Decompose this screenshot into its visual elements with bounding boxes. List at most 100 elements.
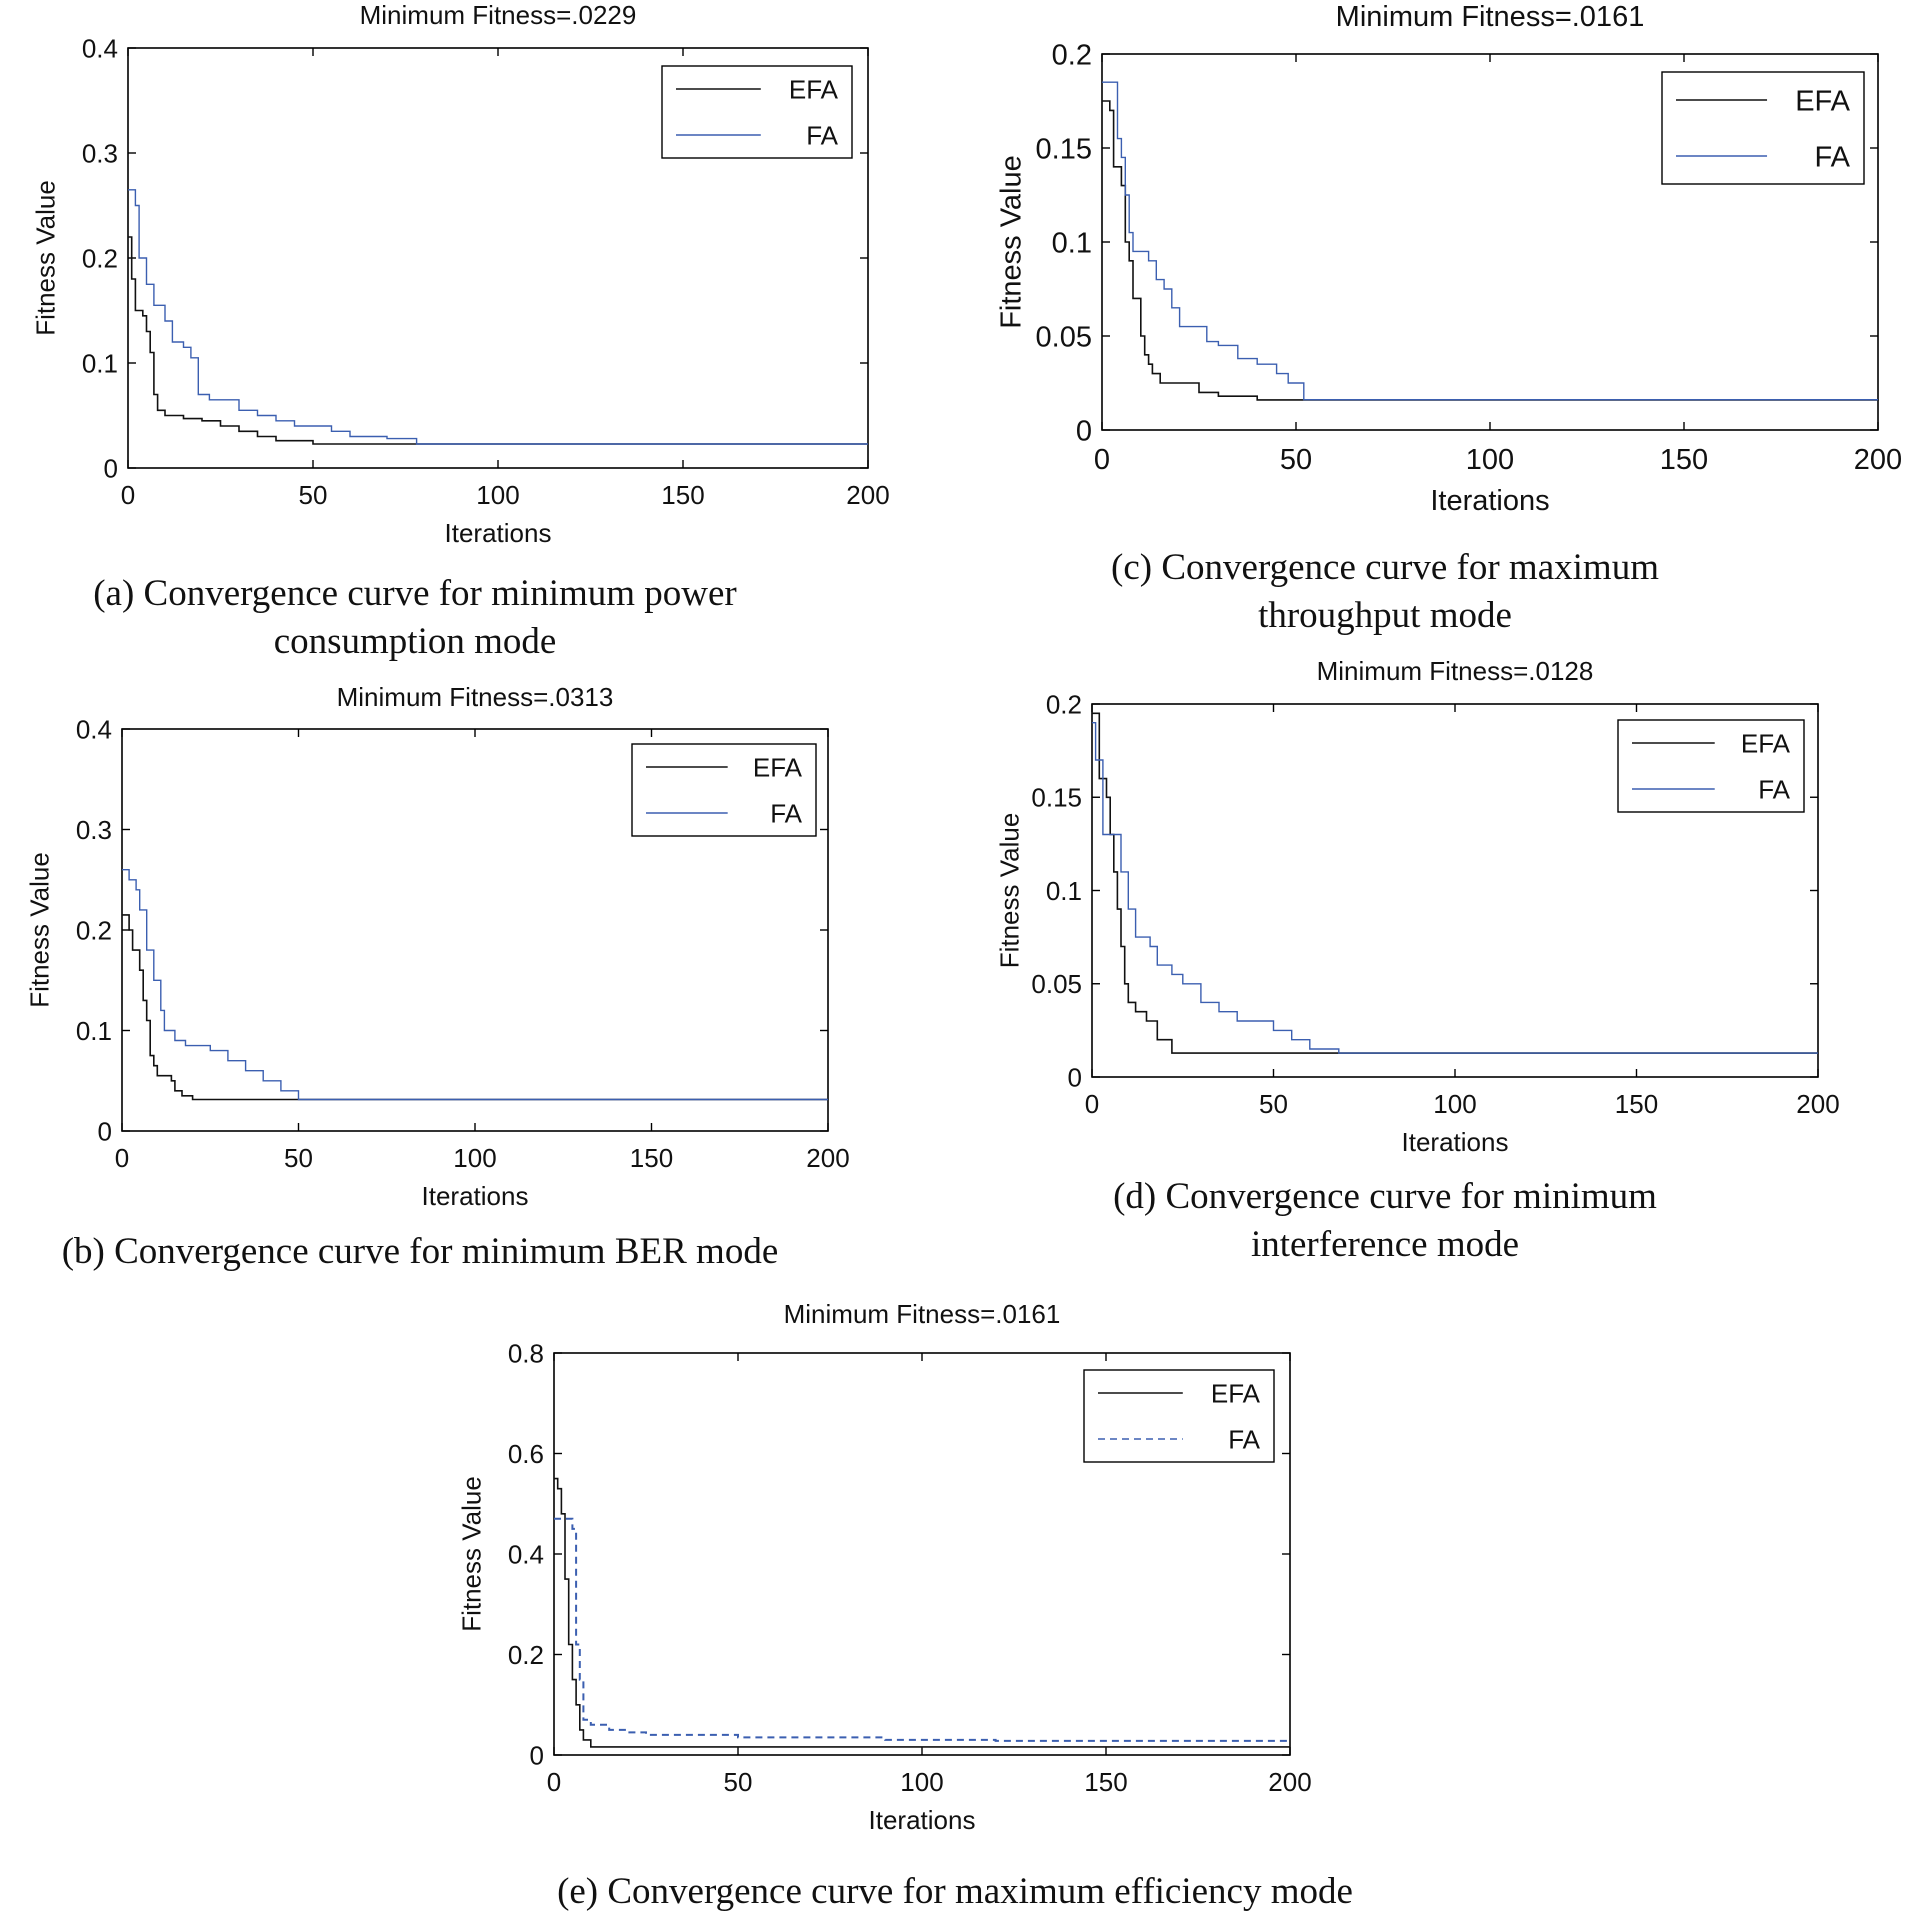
y-tick-label: 0 xyxy=(530,1740,544,1770)
x-tick-label: 0 xyxy=(547,1767,561,1797)
x-tick-label: 50 xyxy=(724,1767,753,1797)
legend-label-fa: FA xyxy=(770,798,802,828)
x-tick-label: 150 xyxy=(1084,1767,1127,1797)
legend-label-fa: FA xyxy=(1815,141,1851,173)
caption-a-line-2: consumption mode xyxy=(273,621,557,662)
chart-title: Minimum Fitness=.0313 xyxy=(337,682,614,712)
legend-label-fa: FA xyxy=(806,120,838,150)
y-axis-label: Fitness Value xyxy=(996,155,1028,329)
x-tick-label: 200 xyxy=(1796,1089,1839,1119)
y-tick-label: 0.15 xyxy=(1036,133,1092,165)
y-tick-label: 0.05 xyxy=(1031,969,1082,999)
x-tick-label: 0 xyxy=(115,1143,129,1173)
y-tick-label: 0.15 xyxy=(1031,783,1082,813)
y-tick-label: 0.1 xyxy=(1052,227,1092,259)
x-tick-label: 200 xyxy=(1268,1767,1311,1797)
chart-title: Minimum Fitness=.0161 xyxy=(784,1299,1061,1329)
y-tick-label: 0.1 xyxy=(1046,876,1082,906)
legend: EFA FA xyxy=(1083,1369,1275,1463)
x-tick-label: 0 xyxy=(121,480,135,510)
legend: EFA FA xyxy=(631,743,817,837)
y-axis-label: Fitness Value xyxy=(30,180,60,336)
y-tick-label: 0.2 xyxy=(1052,39,1092,71)
caption-b-line-1: (b) Convergence curve for minimum BER mo… xyxy=(61,1231,779,1272)
legend: EFA FA xyxy=(1617,719,1805,813)
y-tick-label: 0.2 xyxy=(82,243,118,273)
legend-label-efa: EFA xyxy=(1795,85,1850,117)
x-tick-label: 100 xyxy=(453,1143,496,1173)
series-line-efa xyxy=(128,236,868,445)
y-axis-label: Fitness Value xyxy=(994,813,1024,969)
caption-a-line-1: (a) Convergence curve for minimum power xyxy=(93,573,737,614)
series-line-fa xyxy=(122,869,828,1101)
y-tick-label: 0.2 xyxy=(508,1640,544,1670)
x-axis-label: Iterations xyxy=(1430,485,1549,517)
x-tick-label: 0 xyxy=(1085,1089,1099,1119)
y-tick-label: 0 xyxy=(1076,415,1092,447)
y-axis-label: Fitness Value xyxy=(456,1476,486,1632)
legend-box xyxy=(1617,719,1805,813)
legend-label-efa: EFA xyxy=(753,752,803,782)
x-tick-label: 50 xyxy=(1280,444,1312,476)
y-tick-label: 0 xyxy=(98,1116,112,1146)
legend: EFA FA xyxy=(1661,71,1865,185)
x-tick-label: 50 xyxy=(284,1143,313,1173)
caption-a: (a) Convergence curve for minimum power … xyxy=(30,570,800,666)
x-tick-label: 100 xyxy=(1466,444,1514,476)
y-tick-label: 0.4 xyxy=(82,33,118,63)
x-axis-label: Iterations xyxy=(445,518,552,548)
legend-label-fa: FA xyxy=(1758,774,1790,804)
x-axis-label: Iterations xyxy=(869,1805,976,1835)
x-tick-label: 150 xyxy=(1615,1089,1658,1119)
y-axis-label: Fitness Value xyxy=(24,852,54,1008)
x-axis-label: Iterations xyxy=(422,1181,529,1211)
y-tick-label: 0.05 xyxy=(1036,321,1092,353)
caption-b: (b) Convergence curve for minimum BER mo… xyxy=(0,1228,840,1276)
legend-box xyxy=(1083,1369,1275,1463)
chart-c: Minimum Fitness=.0161 0 50 100 150 200 0 0.05 0.… xyxy=(996,1,1903,517)
x-tick-label: 150 xyxy=(661,480,704,510)
legend-label-efa: EFA xyxy=(1741,728,1791,758)
y-tick-label: 0 xyxy=(104,453,118,483)
y-tick-label: 0 xyxy=(1068,1062,1082,1092)
series-line-efa xyxy=(122,914,828,1101)
chart-title: Minimum Fitness=.0229 xyxy=(360,0,637,30)
y-tick-label: 0.4 xyxy=(508,1539,544,1569)
chart-d: Minimum Fitness=.0128 0 50 100 150 200 0 0.05 0.… xyxy=(994,656,1839,1157)
legend-box xyxy=(661,65,853,159)
caption-d-line-1: (d) Convergence curve for minimum xyxy=(1113,1176,1657,1217)
series-line-efa xyxy=(554,1477,1290,1748)
y-tick-label: 0.1 xyxy=(76,1016,112,1046)
x-tick-label: 150 xyxy=(1660,444,1708,476)
x-tick-label: 150 xyxy=(630,1143,673,1173)
chart-e: Minimum Fitness=.0161 0 50 100 150 200 0 0.2 0.4… xyxy=(456,1299,1311,1835)
y-tick-label: 0.1 xyxy=(82,348,118,378)
x-tick-label: 100 xyxy=(900,1767,943,1797)
legend-label-fa: FA xyxy=(1228,1424,1260,1454)
series-line-fa xyxy=(1102,81,1878,401)
caption-c-line-2: throughput mode xyxy=(1258,595,1512,636)
x-tick-label: 100 xyxy=(1433,1089,1476,1119)
caption-c: (c) Convergence curve for maximum throug… xyxy=(1010,544,1760,640)
x-tick-label: 200 xyxy=(1854,444,1902,476)
x-axis-label: Iterations xyxy=(1402,1127,1509,1157)
series-line-fa xyxy=(1092,722,1818,1054)
series-line-fa xyxy=(128,189,868,445)
legend-box xyxy=(1661,71,1865,185)
chart-title: Minimum Fitness=.0161 xyxy=(1336,1,1645,33)
x-tick-label: 50 xyxy=(299,480,328,510)
y-tick-label: 0.3 xyxy=(76,815,112,845)
series-line-efa xyxy=(1092,712,1818,1054)
x-tick-label: 200 xyxy=(846,480,889,510)
y-tick-label: 0.2 xyxy=(76,915,112,945)
y-tick-label: 0.3 xyxy=(82,138,118,168)
legend-label-efa: EFA xyxy=(1211,1378,1261,1408)
x-tick-label: 50 xyxy=(1259,1089,1288,1119)
chart-title: Minimum Fitness=.0128 xyxy=(1317,656,1594,686)
y-tick-label: 0.4 xyxy=(76,714,112,744)
legend-label-efa: EFA xyxy=(789,74,839,104)
x-tick-label: 0 xyxy=(1094,444,1110,476)
y-tick-label: 0.8 xyxy=(508,1338,544,1368)
chart-b: Minimum Fitness=.0313 0 50 100 150 200 0 0.1 0.2… xyxy=(24,682,849,1211)
